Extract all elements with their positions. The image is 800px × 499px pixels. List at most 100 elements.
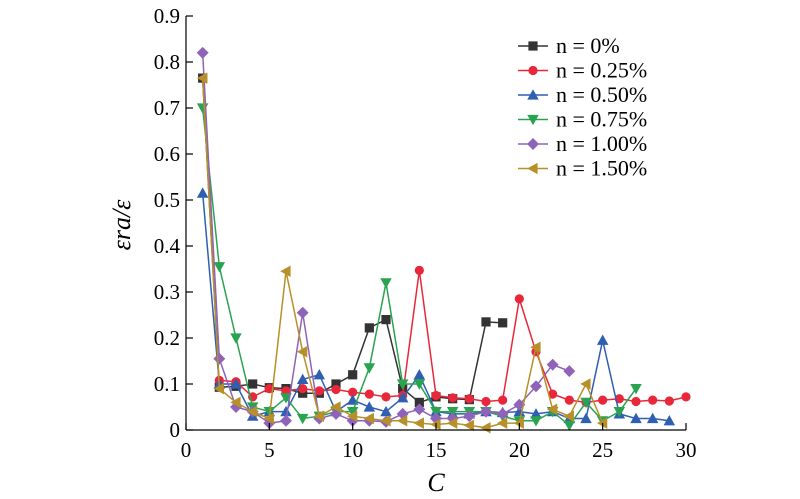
data-point — [530, 408, 542, 419]
data-point — [413, 379, 426, 390]
legend-entry: n = 1.00% — [518, 131, 647, 156]
y-tick-label: 0.1 — [154, 372, 180, 396]
x-tick-label: 25 — [592, 438, 613, 462]
data-point — [631, 396, 641, 407]
legend-label: n = 0.50% — [556, 82, 647, 107]
data-point — [314, 386, 324, 396]
data-point — [296, 346, 308, 358]
data-point — [563, 410, 574, 422]
data-point — [413, 369, 426, 380]
data-point — [514, 294, 524, 304]
y-tick-label: 0.4 — [154, 234, 181, 258]
data-point — [396, 379, 409, 390]
data-point — [298, 388, 308, 398]
data-point — [563, 420, 576, 432]
data-point — [496, 407, 509, 420]
data-point — [413, 417, 424, 429]
data-point — [414, 397, 424, 407]
data-point — [280, 265, 291, 278]
x-tick-label: 15 — [426, 438, 447, 462]
data-point — [196, 187, 209, 198]
data-point — [630, 412, 642, 424]
data-point — [396, 415, 408, 427]
data-point — [580, 378, 591, 390]
data-point — [546, 403, 558, 416]
data-point — [230, 378, 242, 389]
data-point — [463, 419, 474, 432]
data-point — [280, 405, 292, 417]
data-point — [530, 416, 542, 427]
data-point — [446, 417, 458, 429]
data-point — [346, 407, 359, 418]
data-point — [681, 392, 691, 402]
data-point — [498, 318, 508, 328]
data-point — [431, 390, 441, 401]
series-line — [201, 52, 570, 424]
x-tick-label: 30 — [676, 438, 697, 462]
legend-marker — [527, 138, 539, 150]
y-tick-label: 0.7 — [154, 96, 180, 120]
data-point — [596, 334, 609, 345]
data-point — [380, 405, 392, 417]
data-point — [296, 373, 309, 384]
ticks: 0 5 10 15 20 25 30 0 0.1 0.2 0.3 0.4 0.5 0.6 0.7 0.8 0.9 — [154, 4, 697, 462]
data-point — [313, 410, 324, 422]
data-point — [480, 421, 491, 434]
data-point — [481, 396, 491, 407]
data-point — [213, 262, 226, 273]
data-point — [630, 384, 642, 395]
data-point — [530, 380, 542, 393]
data-point — [513, 405, 526, 417]
data-point — [396, 407, 409, 420]
data-point — [248, 379, 258, 389]
y-axis-label-group: εra/ε — [107, 199, 136, 251]
legend-label: n = 0.25% — [556, 58, 647, 83]
data-point — [364, 323, 374, 333]
data-point — [648, 395, 658, 405]
data-point — [413, 403, 426, 416]
data-point — [448, 393, 458, 403]
data-point — [613, 407, 626, 418]
data-point — [363, 412, 374, 425]
legend-entry: n = 0.25% — [518, 58, 647, 83]
data-point — [381, 315, 391, 325]
data-point — [263, 412, 274, 425]
data-point — [498, 395, 508, 405]
data-point — [496, 417, 508, 429]
y-tick-label: 0.8 — [154, 50, 180, 74]
data-point — [563, 365, 576, 378]
data-point — [196, 46, 209, 59]
legend-entry: n = 0% — [518, 33, 620, 58]
x-tick-label: 20 — [509, 438, 530, 462]
y-tick-label: 0.2 — [154, 326, 180, 350]
data-point — [313, 369, 326, 380]
x-tick-label: 10 — [342, 438, 363, 462]
y-axis-label: εra/ε — [107, 199, 136, 251]
data-point — [280, 393, 292, 404]
data-point — [230, 333, 242, 344]
data-point — [546, 358, 559, 371]
legend-entry: n = 1.50% — [518, 156, 647, 181]
data-point — [330, 401, 341, 413]
data-point — [480, 405, 492, 418]
data-point — [298, 384, 308, 394]
legend: n = 0%n = 0.25%n = 0.50%n = 0.75%n = 1.0… — [518, 33, 647, 181]
data-point — [530, 341, 541, 353]
series-5 — [196, 72, 608, 434]
data-point — [430, 407, 442, 418]
data-point — [548, 389, 558, 399]
data-point — [580, 397, 592, 409]
data-point — [598, 395, 608, 405]
y-tick-label: 0 — [170, 418, 181, 442]
series-line — [201, 78, 604, 429]
data-point — [331, 379, 341, 389]
data-point — [296, 413, 309, 425]
data-point — [213, 352, 226, 365]
data-point — [246, 405, 258, 418]
series-layer — [196, 46, 691, 434]
data-point — [481, 317, 491, 327]
legend-label: n = 1.50% — [556, 156, 647, 181]
x-axis-label: C — [427, 468, 445, 497]
data-point — [463, 410, 476, 423]
legend-label: n = 0.75% — [556, 107, 647, 132]
